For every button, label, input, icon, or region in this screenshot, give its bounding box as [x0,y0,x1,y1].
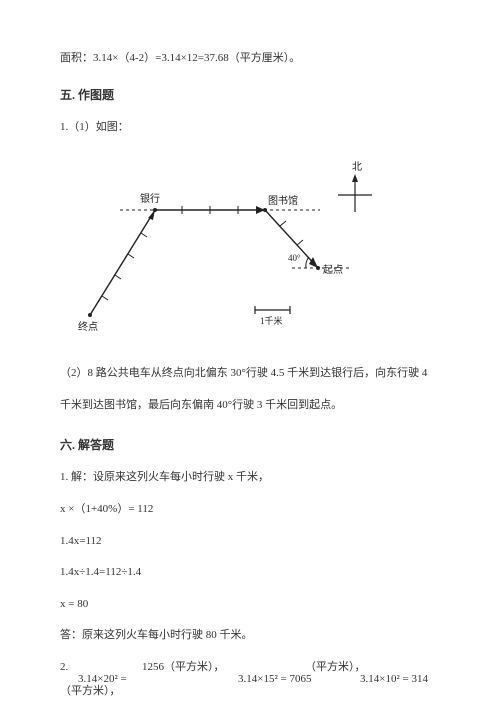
q6-2-c1: 3.14×10² = 314 [360,671,428,689]
ticks-end-bank [102,233,147,300]
q6-2-tail: （平方米）， [60,683,121,701]
bank-label: 银行 [140,192,160,205]
q6-1-eq2: 1.4x=112 [60,533,440,551]
q1-part1: 1.（1）如图： [60,119,440,137]
q6-1-eq3: 1.4x÷1.4=112÷1.4 [60,564,440,582]
q1-part2-line2: 千米到达图书馆，最后向东偏南 40°行驶 3 千米回到起点。 [60,397,440,415]
q6-2-block: 2. 1256（平方米）， （平方米）， 3.14×20² = 3.14×15²… [60,659,440,693]
q6-1-setup: 1. 解：设原来这列火车每小时行驶 x 千米， [60,469,440,487]
north-label: 北 [352,161,362,173]
route-diagram: 北 40° [60,150,440,347]
point-end [88,313,92,317]
point-start [316,266,320,270]
q6-2-a2: 1256（平方米）， [142,659,225,677]
scale-bar: 1千米 [255,306,290,326]
point-bank [153,208,157,212]
compass-icon: 北 [338,161,372,212]
start-label: 起点 [323,264,343,276]
area-formula-line: 面积：3.14×（4-2）=3.14×12=37.68（平方厘米）。 [60,50,440,68]
q6-2-b2: （平方米）， [305,659,366,677]
q6-2-num: 2. [60,659,68,677]
angle-label: 40° [288,253,301,263]
q1-part2-line1: （2）8 路公共电车从终点向北偏东 30°行驶 4.5 千米到达银行后，向东行驶… [60,365,440,383]
segment-end-bank [90,210,155,315]
section-6-title: 六. 解答题 [60,436,440,455]
end-label: 终点 [78,320,98,333]
library-label: 图书馆 [268,194,298,207]
section-5-title: 五. 作图题 [60,86,440,105]
q6-1-eq4: x = 80 [60,596,440,614]
point-lib [263,208,267,212]
q6-1-eq1: x ×（1+40%）= 112 [60,501,440,519]
scale-label: 1千米 [260,315,283,326]
ticks-lib-start [280,221,303,245]
q6-2-b1: 3.14×15² = 7065 [238,671,311,689]
q6-1-answer: 答：原来这列火车每小时行驶 80 千米。 [60,627,440,645]
